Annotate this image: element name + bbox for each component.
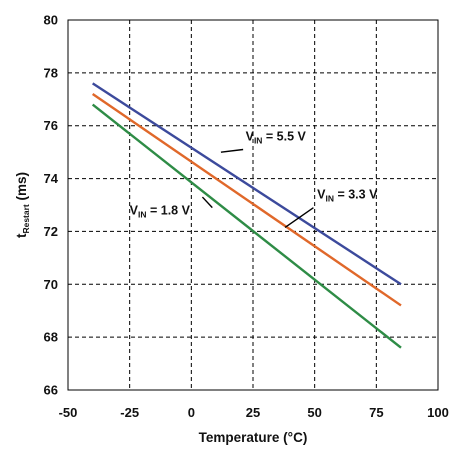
annotation-label-rest-1: = 3.3 V xyxy=(334,187,378,201)
annotation-label-rest-2: = 1.8 V xyxy=(147,203,191,217)
y-tick-label-2: 70 xyxy=(44,277,58,292)
y-tick-label-4: 74 xyxy=(44,171,59,186)
annotation-label-1: VIN = 3.3 V xyxy=(317,187,378,203)
annotation-label-subscript-2: IN xyxy=(138,209,147,219)
x-tick-label-4: 50 xyxy=(307,405,321,420)
annotation-label-subscript-1: IN xyxy=(325,193,334,203)
annotation-leader-1 xyxy=(284,207,314,229)
annotation-leader-0 xyxy=(220,148,244,153)
series-line-2 xyxy=(91,103,402,349)
annotation-label-main-2: V xyxy=(130,203,139,217)
x-tick-label-2: 0 xyxy=(188,405,195,420)
x-tick-labels: -50 -25 0 25 50 75 100 xyxy=(59,405,449,420)
y-axis-title-subscript: Restart xyxy=(21,204,31,233)
x-axis-title: Temperature (°C) xyxy=(199,430,308,445)
y-axis-title-unit: (ms) xyxy=(14,172,29,204)
annotation-label-2: VIN = 1.8 V xyxy=(130,203,191,219)
annotation-label-rest-0: = 5.5 V xyxy=(262,129,306,143)
y-tick-labels: 66 68 70 72 74 76 78 80 xyxy=(44,13,59,398)
x-tick-label-6: 100 xyxy=(427,405,449,420)
y-tick-label-3: 72 xyxy=(44,224,58,239)
series-line-1 xyxy=(91,93,402,307)
series-lines xyxy=(91,82,402,349)
x-tick-label-1: -25 xyxy=(120,405,139,420)
y-axis-title-main: t xyxy=(14,233,29,238)
y-tick-label-6: 78 xyxy=(44,65,58,80)
y-tick-label-5: 76 xyxy=(44,118,58,133)
x-tick-label-0: -50 xyxy=(59,405,78,420)
annotation-label-main-1: V xyxy=(317,187,326,201)
plot-frame xyxy=(67,19,439,391)
y-tick-label-1: 68 xyxy=(44,330,58,345)
x-tick-label-3: 25 xyxy=(246,405,260,420)
x-tick-label-5: 75 xyxy=(369,405,383,420)
annotation-label-main-0: V xyxy=(246,129,255,143)
annotation-label-subscript-0: IN xyxy=(254,135,263,145)
y-tick-label-0: 66 xyxy=(44,383,58,398)
annotation-leader-2 xyxy=(201,196,213,209)
y-tick-label-7: 80 xyxy=(44,13,58,28)
series-line-0 xyxy=(92,82,402,286)
y-axis-title: tRestart (ms) xyxy=(14,172,31,238)
annotation-label-0: VIN = 5.5 V xyxy=(246,129,307,145)
